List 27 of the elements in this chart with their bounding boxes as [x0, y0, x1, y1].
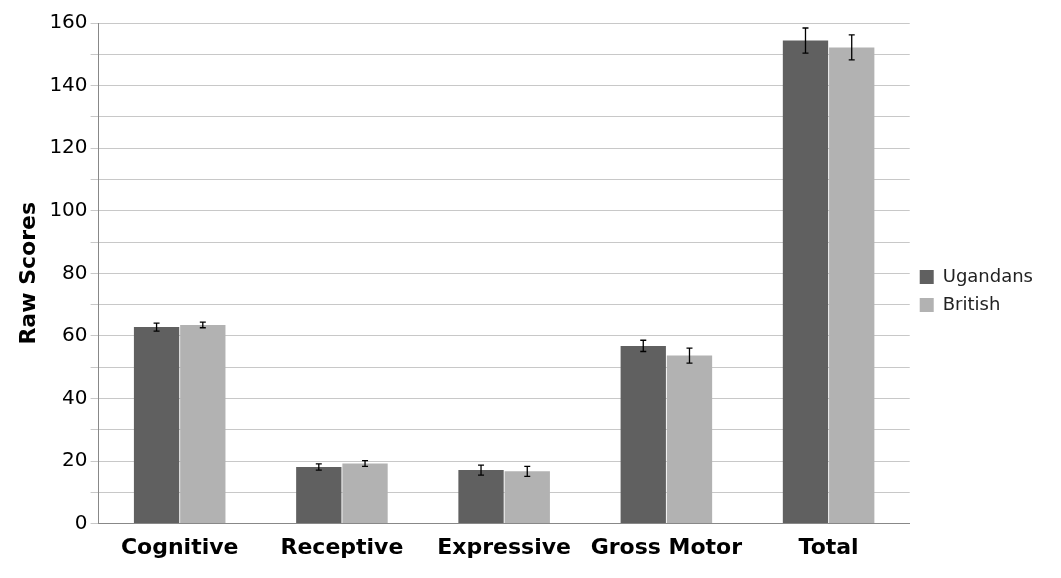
x-tick-label: Expressive — [437, 533, 572, 559]
y-axis-title: Raw Scores — [14, 201, 40, 345]
bar — [133, 327, 180, 524]
bar — [180, 324, 226, 524]
bar — [458, 470, 504, 524]
y-tick-label: 120 — [49, 134, 88, 159]
x-tick-label: Total — [798, 533, 859, 559]
y-tick-label: 160 — [49, 9, 88, 34]
legend-label: British — [942, 292, 1001, 314]
legend-label: Ugandans — [942, 264, 1033, 286]
y-tick-label: 0 — [74, 509, 88, 534]
bar — [342, 463, 388, 524]
x-tick-label: Gross Motor — [590, 533, 743, 559]
bar — [620, 345, 666, 524]
y-tick-label: 100 — [49, 196, 88, 221]
y-tick-label: 80 — [62, 259, 88, 284]
y-tick-label: 140 — [49, 71, 88, 96]
x-tick-label: Cognitive — [120, 533, 239, 559]
bar — [296, 466, 342, 524]
y-tick-label: 60 — [62, 322, 88, 347]
bar — [782, 40, 829, 524]
y-tick-label: 40 — [62, 384, 88, 409]
x-tick-label: Receptive — [280, 533, 404, 559]
y-tick-label: 20 — [62, 447, 88, 472]
bar — [829, 47, 875, 524]
bar — [504, 471, 550, 524]
bar — [666, 355, 713, 524]
